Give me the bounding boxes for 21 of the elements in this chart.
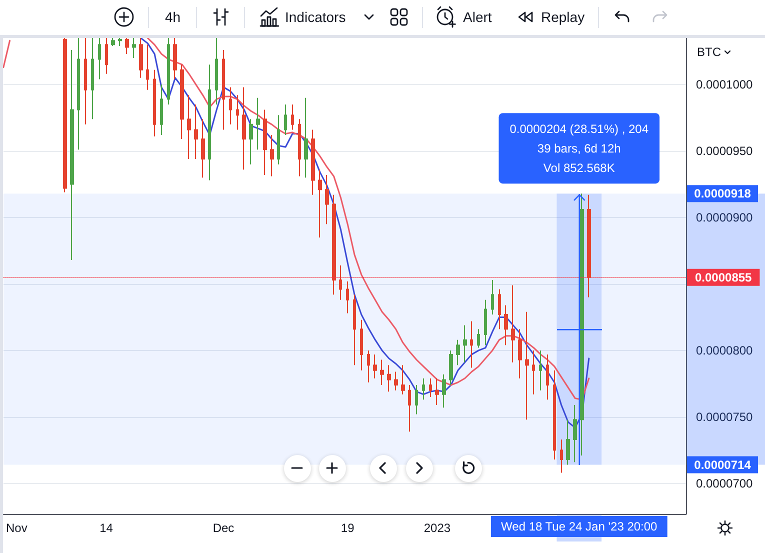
ref-line-label: 0.0000855 (695, 270, 752, 284)
y-tick-label: 0.0000950 (696, 144, 754, 158)
y-tick-label: 0.0000900 (696, 210, 754, 224)
text: 4h (165, 9, 181, 25)
y-tick-label: 0.0000750 (696, 410, 754, 424)
y-tick-label: 0.0000918 (694, 186, 752, 201)
text: Wed 18 Tue 24 Jan '23 20:00 (501, 520, 658, 534)
x-tick-label: Nov (6, 521, 28, 535)
text: Indicators (285, 9, 346, 25)
x-tick-label: 2023 (424, 521, 451, 535)
y-tick-label: 0.0000700 (696, 476, 754, 490)
x-tick-label: 19 (340, 521, 355, 535)
y-tick-label: 0.0000714 (694, 458, 752, 472)
text: Alert (463, 9, 492, 25)
text: Replay (541, 9, 585, 25)
x-tick-label: 14 (100, 521, 114, 535)
x-tick-label: Dec (212, 521, 234, 535)
y-tick-label: 0.0000800 (696, 343, 754, 358)
y-tick-label: 0.0001000 (696, 78, 754, 92)
y-axis-title: BTC (697, 45, 722, 59)
annotation: 0.0000204 (28.51%) , 204 39 bars, 6d 12h Vol 852.568K (510, 122, 649, 175)
